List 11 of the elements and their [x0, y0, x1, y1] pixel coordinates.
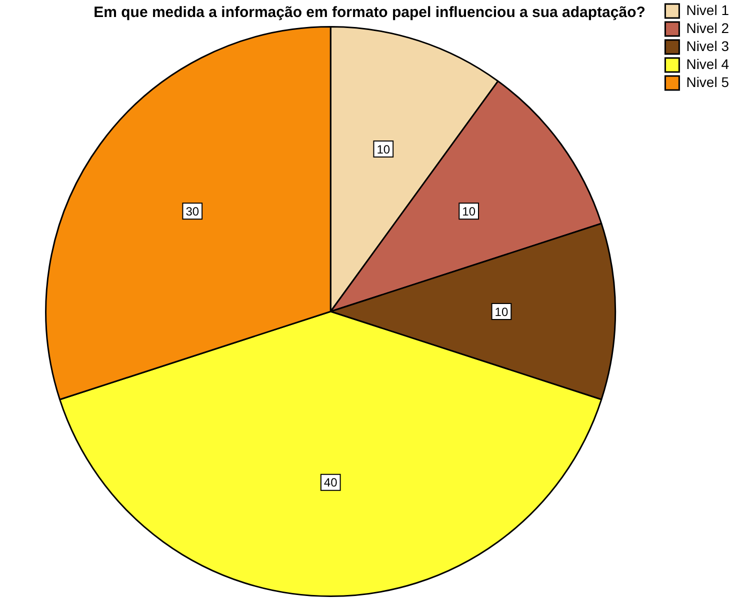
data-label: 40: [324, 476, 338, 490]
legend-label: Nivel 1: [686, 2, 730, 18]
legend-label: Nivel 3: [686, 38, 730, 54]
legend-label: Nivel 5: [686, 74, 730, 90]
chart-title: Em que medida a informação em formato papel influenciou a sua adaptação?: [94, 4, 646, 22]
legend-label: Nivel 4: [686, 56, 730, 72]
data-label: 10: [494, 304, 508, 319]
legend-label: Nivel 2: [686, 20, 730, 36]
data-label: 30: [186, 204, 200, 218]
data-label: 10: [462, 204, 476, 218]
data-label: 10: [376, 142, 390, 156]
